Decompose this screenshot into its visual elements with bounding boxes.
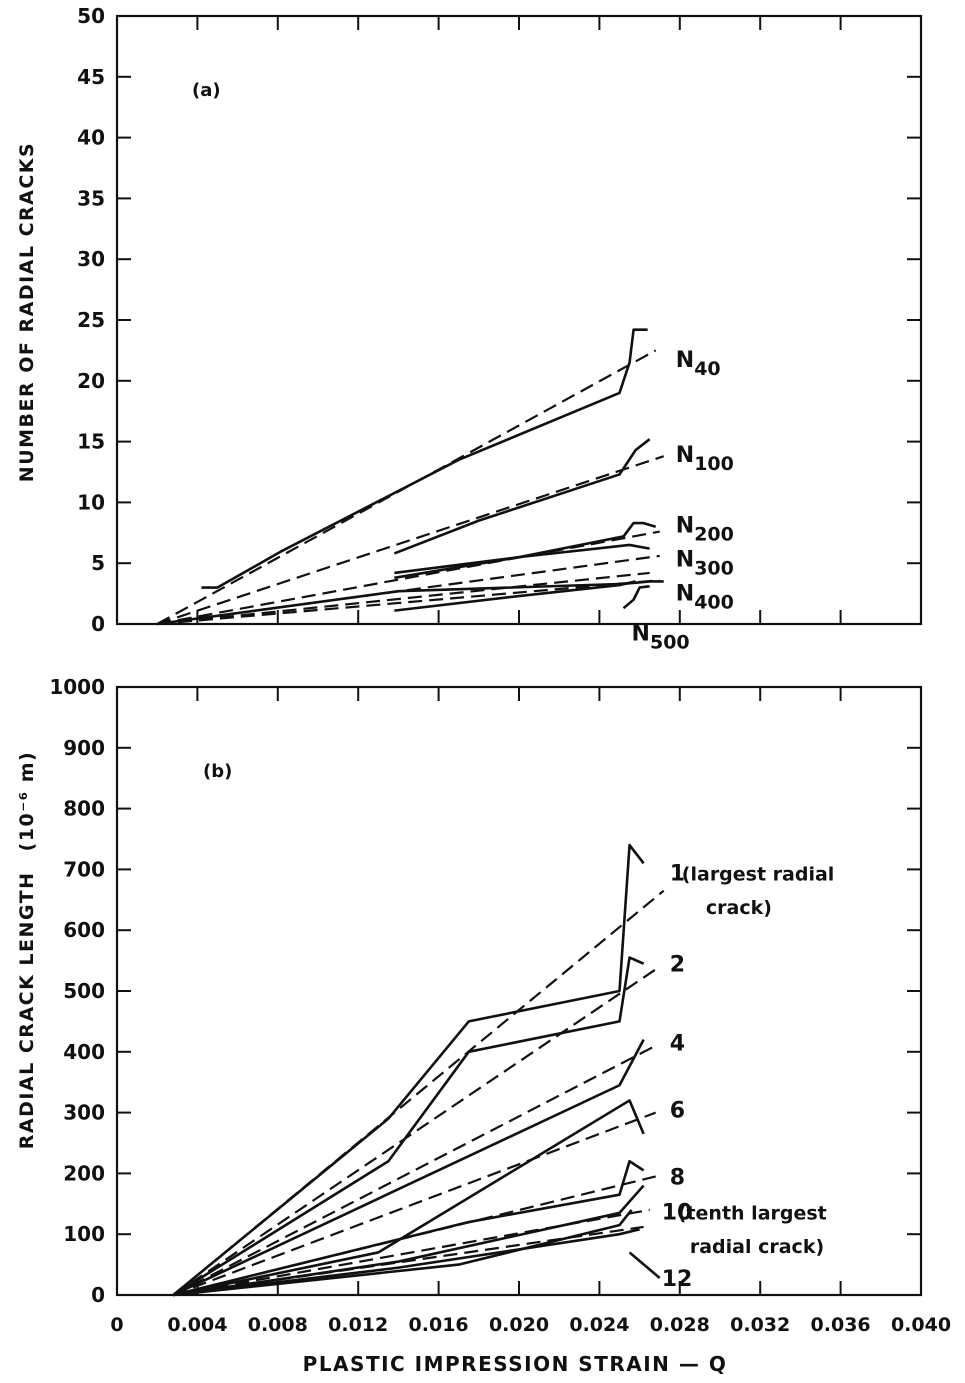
panel-a-number-of-radial-cracks: (a) NUMBER OF RADIAL CRACKS 0 5 10 15 20 25 30… bbox=[16, 4, 923, 654]
panel-b-x-tick-label: 0.012 bbox=[328, 1314, 388, 1336]
panel-b-x-tick-label: 0.032 bbox=[730, 1314, 790, 1336]
panel-a-y-tick-label: 5 bbox=[91, 551, 105, 575]
panel-b-x-tick-label: 0.024 bbox=[569, 1314, 629, 1336]
panel-b-series-2-measured-line bbox=[172, 956, 645, 1297]
panel-b-y-tick-label: 200 bbox=[63, 1161, 105, 1185]
panel-a-y-tick-label: 15 bbox=[77, 430, 105, 454]
panel-b-x-tick-label: 0.008 bbox=[248, 1314, 308, 1336]
panel-b-y-axis-title: RADIAL CRACK LENGTH (10⁻⁶ m) bbox=[16, 751, 38, 1149]
panel-a-series-4-measured-line bbox=[394, 543, 650, 575]
panel-a-y-tick-label: 0 bbox=[91, 612, 105, 636]
panel-b-series-label-4: 6 bbox=[670, 1099, 685, 1124]
panel-b-y-axis-title-main: RADIAL CRACK LENGTH bbox=[16, 871, 38, 1149]
panel-b-series-3-fit-line bbox=[172, 1044, 657, 1296]
panel-a-series-2-measured-line bbox=[393, 438, 651, 555]
panel-a-series-label-3: N200 bbox=[676, 513, 734, 545]
panel-a-series-7-measured-line bbox=[622, 585, 650, 610]
panel-b-series-5-measured-line bbox=[172, 1159, 645, 1297]
panel-b-y-tick-label: 0 bbox=[91, 1283, 105, 1307]
panel-a-y-tick-label: 25 bbox=[77, 308, 105, 332]
panel-b-series-label-2: 2 bbox=[670, 953, 685, 978]
panel-a-y-axis-title: NUMBER OF RADIAL CRACKS bbox=[16, 142, 38, 482]
panel-b-annotation-1: (largest radial bbox=[682, 863, 835, 885]
panel-a-y-tick-label: 35 bbox=[77, 186, 105, 210]
panel-a-series-1-measured-line bbox=[201, 328, 648, 589]
panel-b-y-tick-label: 900 bbox=[63, 736, 105, 760]
panel-b-y-tick-label: 300 bbox=[63, 1101, 105, 1125]
panel-b-series-4-measured-line bbox=[173, 1099, 645, 1297]
panel-a-series-label-1: N40 bbox=[676, 348, 721, 380]
panel-a-series-label-6: N500 bbox=[632, 622, 690, 654]
panel-b-x-tick-label: 0.028 bbox=[650, 1314, 710, 1336]
panel-b-annotation-2: crack) bbox=[706, 897, 772, 919]
panel-b-series-4-fit-line bbox=[172, 1111, 657, 1297]
panel-a-series-2-fit-line bbox=[156, 455, 665, 626]
panel-a-series-label-5: N400 bbox=[676, 581, 734, 613]
panel-b-y-tick-label: 700 bbox=[63, 857, 105, 881]
panel-b-series-label-1: 1 bbox=[670, 861, 685, 886]
panel-b-series-label-5: 8 bbox=[670, 1165, 685, 1190]
panel-a-series-3-measured-line bbox=[394, 521, 657, 580]
panel-a-frame bbox=[115, 14, 923, 626]
panel-b-series-7-fit-line bbox=[173, 1225, 644, 1297]
panel-b-series-3-measured-line bbox=[172, 1039, 645, 1297]
panel-b-ticks: 0 100 200 300 400 500 600 700 800 900 1000 0 0.004 0.… bbox=[49, 675, 951, 1336]
panel-b-y-tick-label: 800 bbox=[63, 797, 105, 821]
panel-b-y-tick-label: 600 bbox=[63, 918, 105, 942]
panel-b-x-tick-label: 0 bbox=[110, 1314, 123, 1336]
panel-a-y-tick-label: 50 bbox=[77, 4, 105, 28]
panel-a-y-tick-label: 20 bbox=[77, 369, 105, 393]
panel-a-series bbox=[156, 328, 665, 626]
panel-b-series-label-6: 10 bbox=[662, 1201, 693, 1226]
panel-a-series-label-2: N100 bbox=[676, 443, 734, 475]
panel-b-series-1-measured-line bbox=[172, 843, 645, 1297]
panel-a-ticks: 0 5 10 15 20 25 30 35 40 45 50 bbox=[77, 4, 922, 636]
panel-b-series bbox=[172, 843, 665, 1297]
panel-b-series-label-3: 4 bbox=[670, 1032, 685, 1057]
x-axis-title: PLASTIC IMPRESSION STRAIN — Q bbox=[303, 1352, 728, 1376]
panel-b-y-tick-label: 1000 bbox=[49, 675, 105, 699]
panel-a-y-tick-label: 10 bbox=[77, 490, 105, 514]
panel-b-y-tick-label: 500 bbox=[63, 979, 105, 1003]
panel-b-label: (b) bbox=[203, 761, 232, 782]
panel-a-label: (a) bbox=[192, 80, 221, 101]
panel-a-series-6-measured-line bbox=[394, 580, 636, 612]
panel-a-series-label-4: N300 bbox=[676, 547, 734, 579]
panel-b-x-tick-label: 0.040 bbox=[891, 1314, 951, 1336]
panel-b-x-tick-label: 0.004 bbox=[167, 1314, 227, 1336]
panel-a-series-6-fit-line bbox=[157, 571, 650, 626]
panel-b-radial-crack-length: (b) RADIAL CRACK LENGTH (10⁻⁶ m) PLASTIC… bbox=[16, 675, 951, 1376]
panel-b-x-tick-label: 0.020 bbox=[489, 1314, 549, 1336]
panel-b-label-12-pointer bbox=[628, 1251, 661, 1279]
panel-b-annotation-3: (tenth largest bbox=[678, 1203, 827, 1225]
panel-b-y-tick-label: 400 bbox=[63, 1040, 105, 1064]
panel-b-y-axis-unit: (10⁻⁶ m) bbox=[16, 751, 38, 852]
panel-b-series-8-measured-line bbox=[173, 1209, 633, 1297]
panel-b-y-tick-label: 100 bbox=[63, 1222, 105, 1246]
panel-b-x-tick-label: 0.036 bbox=[811, 1314, 871, 1336]
panel-a-y-tick-label: 40 bbox=[77, 126, 105, 150]
panel-a-y-tick-label: 30 bbox=[77, 247, 105, 271]
panel-b-annotation-4: radial crack) bbox=[690, 1236, 824, 1258]
panel-b-series-label-7: 12 bbox=[662, 1267, 693, 1292]
panel-a-y-tick-label: 45 bbox=[77, 65, 105, 89]
panel-b-x-tick-label: 0.016 bbox=[409, 1314, 469, 1336]
panel-a-series-5-fit-line bbox=[157, 579, 660, 626]
panel-b-series-2-fit-line bbox=[172, 965, 661, 1296]
